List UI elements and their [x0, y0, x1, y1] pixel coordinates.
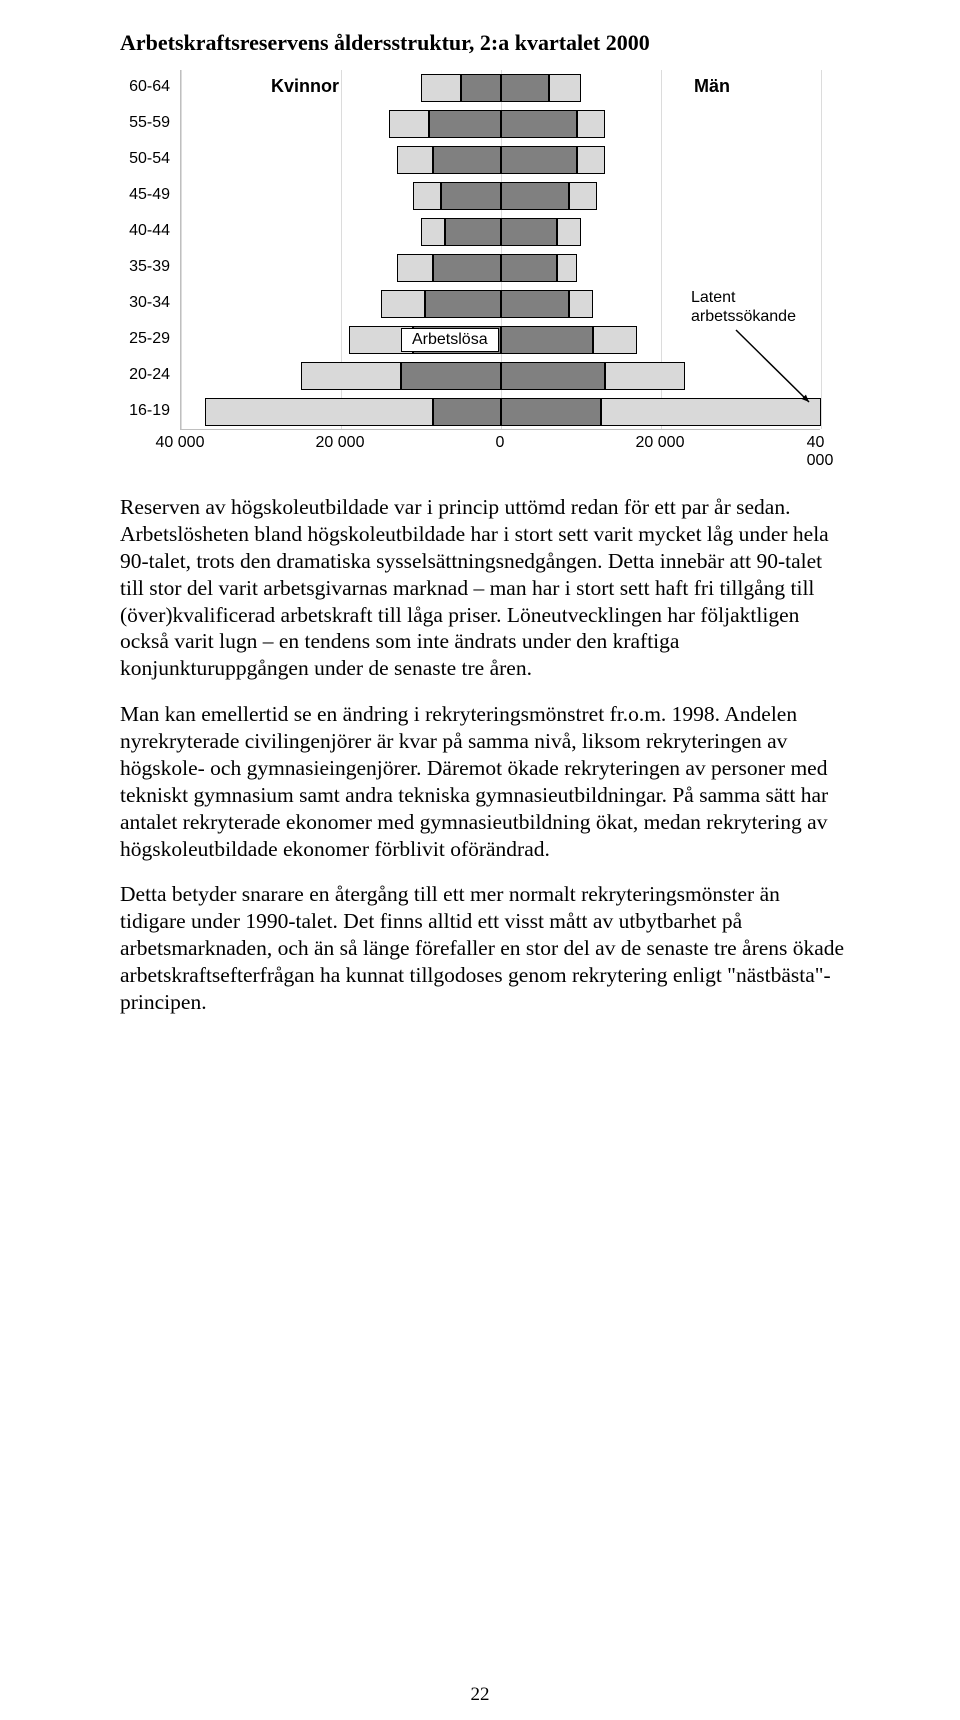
x-axis-label: 40 000: [156, 434, 205, 452]
y-axis-label: 60-64: [129, 78, 170, 96]
chart-row: [181, 358, 821, 394]
chart-row: [181, 214, 821, 250]
page-number: 22: [0, 1684, 960, 1706]
x-axis-label: 20 000: [316, 434, 365, 452]
gridline: [821, 70, 822, 429]
chart-plot-area: Kvinnor Män ArbetslösaLatent arbetssökan…: [180, 70, 820, 430]
y-axis-labels: 60-64 55-59 50-54 45-49 40-44 35-39 30-34 25-29…: [120, 70, 176, 430]
chart-row: [181, 250, 821, 286]
chart-row: [181, 322, 821, 358]
y-axis-label: 35-39: [129, 258, 170, 276]
y-axis-label: 50-54: [129, 150, 170, 168]
chart-row: [181, 142, 821, 178]
x-axis-label: 0: [496, 434, 505, 452]
paragraph-1: Reserven av högskoleutbildade var i prin…: [120, 494, 850, 682]
y-axis-label: 45-49: [129, 186, 170, 204]
y-axis-label: 20-24: [129, 366, 170, 384]
y-axis-label: 30-34: [129, 294, 170, 312]
chart-row: [181, 106, 821, 142]
y-axis-label: 16-19: [129, 402, 170, 420]
paragraph-2: Man kan emellertid se en ändring i rekry…: [120, 701, 850, 862]
x-axis-label: 20 000: [636, 434, 685, 452]
x-axis-label: 40 000: [807, 434, 834, 470]
arbetslosa-label-box: Arbetslösa: [401, 328, 499, 352]
y-axis-label: 40-44: [129, 222, 170, 240]
age-pyramid-chart: 60-64 55-59 50-54 45-49 40-44 35-39 30-34 25-29…: [120, 70, 823, 470]
latent-label: Latent arbetssökande: [691, 288, 796, 326]
chart-row: [181, 178, 821, 214]
chart-title: Arbetskraftsreservens åldersstruktur, 2:…: [120, 30, 850, 56]
x-axis-labels: 40 00020 000020 00040 000: [180, 434, 820, 464]
chart-row: [181, 70, 821, 106]
y-axis-label: 55-59: [129, 114, 170, 132]
chart-row: [181, 394, 821, 430]
y-axis-label: 25-29: [129, 330, 170, 348]
paragraph-3: Detta betyder snarare en återgång till e…: [120, 881, 850, 1015]
